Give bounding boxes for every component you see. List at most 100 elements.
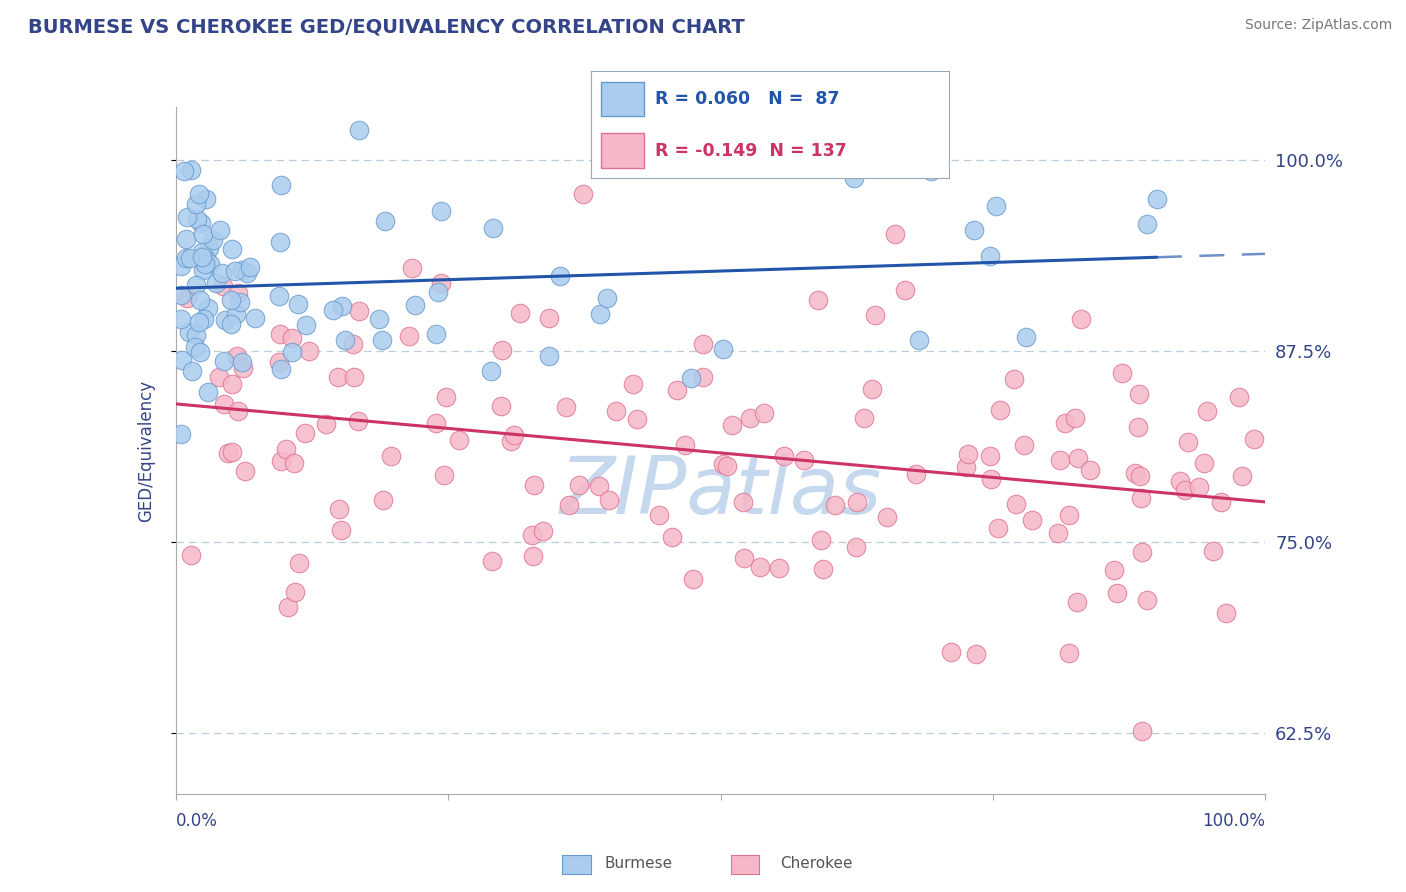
Point: [588, 479, 610, 493]
Text: R = 0.060   N =  87: R = 0.060 N = 87: [655, 90, 839, 108]
Point: [174, 251, 197, 265]
Point: [204, 276, 226, 290]
Point: [666, 383, 689, 397]
Point: [287, 297, 309, 311]
Point: [1105, 586, 1128, 600]
Point: [427, 285, 450, 300]
Point: [380, 449, 402, 463]
Text: BURMESE VS CHEROKEE GED/EQUIVALENCY CORRELATION CHART: BURMESE VS CHEROKEE GED/EQUIVALENCY CORR…: [28, 18, 745, 37]
Point: [194, 252, 217, 267]
Point: [748, 559, 770, 574]
Point: [1012, 438, 1035, 452]
Point: [197, 385, 219, 400]
Point: [212, 353, 235, 368]
Point: [347, 414, 370, 428]
Point: [941, 644, 963, 658]
Point: [1078, 463, 1101, 477]
Point: [217, 445, 239, 459]
Point: [955, 460, 977, 475]
Point: [538, 311, 561, 326]
Point: [716, 458, 738, 473]
Point: [193, 311, 215, 326]
Point: [231, 355, 253, 369]
Point: [1014, 329, 1036, 343]
Point: [322, 302, 344, 317]
Point: [281, 345, 304, 359]
Point: [188, 186, 211, 201]
Point: [721, 417, 744, 432]
Point: [208, 370, 231, 384]
Point: [1174, 483, 1197, 497]
Point: [398, 328, 420, 343]
Point: [276, 442, 298, 456]
Point: [233, 464, 256, 478]
Point: [711, 457, 734, 471]
Point: [773, 449, 796, 463]
Text: 100.0%: 100.0%: [1202, 813, 1265, 830]
Text: ZIPatlas: ZIPatlas: [560, 452, 882, 531]
Point: [368, 312, 391, 326]
Point: [176, 292, 198, 306]
Point: [1064, 411, 1087, 425]
Point: [170, 259, 193, 273]
Point: [1135, 217, 1157, 231]
Point: [183, 340, 205, 354]
Point: [979, 449, 1001, 463]
Point: [1067, 450, 1090, 465]
Point: [404, 298, 426, 312]
Point: [768, 561, 790, 575]
Point: [173, 164, 195, 178]
Point: [200, 257, 222, 271]
Point: [1128, 387, 1150, 401]
Point: [1053, 416, 1076, 430]
Point: [333, 333, 356, 347]
Point: [572, 186, 595, 201]
Point: [193, 263, 215, 277]
Point: [1232, 469, 1254, 483]
Point: [243, 310, 266, 325]
Point: [692, 336, 714, 351]
Point: [481, 554, 503, 568]
Point: [489, 400, 512, 414]
Point: [1243, 432, 1265, 446]
Point: [824, 499, 846, 513]
Point: [965, 647, 987, 661]
Point: [554, 400, 576, 414]
Point: [596, 291, 619, 305]
Point: [270, 178, 292, 193]
Point: [315, 417, 337, 431]
Point: [479, 364, 502, 378]
Point: [1129, 491, 1152, 505]
Y-axis label: GED/Equivalency: GED/Equivalency: [136, 379, 155, 522]
Point: [963, 223, 986, 237]
Point: [219, 317, 242, 331]
Point: [270, 453, 292, 467]
Point: [813, 562, 835, 576]
Point: [269, 355, 291, 369]
Point: [733, 551, 755, 566]
Point: [191, 227, 214, 242]
Point: [184, 327, 207, 342]
Point: [1192, 456, 1215, 470]
Point: [170, 287, 193, 301]
Point: [447, 433, 470, 447]
Point: [208, 223, 231, 237]
Point: [1209, 495, 1232, 509]
Point: [550, 269, 572, 284]
Point: [179, 326, 201, 340]
Point: [269, 327, 291, 342]
Point: [212, 279, 235, 293]
Point: [211, 266, 233, 280]
Point: [661, 530, 683, 544]
Point: [987, 521, 1010, 535]
Point: [810, 533, 832, 547]
Point: [235, 266, 257, 280]
Point: [295, 318, 318, 332]
Point: [226, 349, 249, 363]
Point: [270, 362, 292, 376]
Text: Burmese: Burmese: [605, 856, 672, 871]
Point: [190, 216, 212, 230]
Point: [195, 192, 218, 206]
Point: [626, 412, 648, 426]
Point: [1215, 606, 1237, 620]
